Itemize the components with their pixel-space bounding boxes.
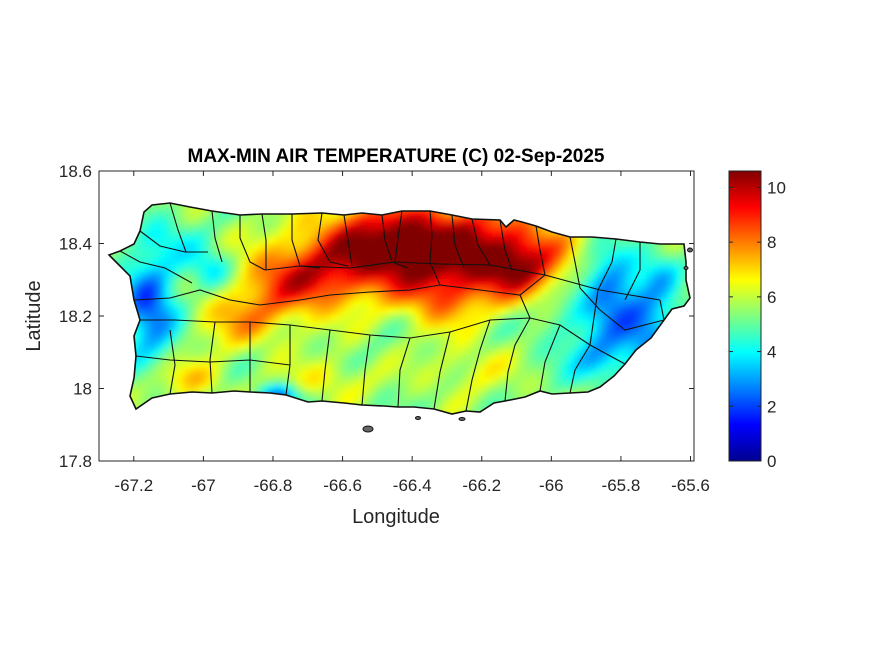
y-tick-label: 18 (73, 380, 92, 399)
municipality-boundary (465, 319, 491, 412)
colorbar-tick-label: 2 (767, 397, 776, 416)
municipality-boundary (381, 214, 409, 269)
municipality-boundary (589, 289, 599, 346)
municipality-boundary (519, 294, 531, 319)
municipality-boundaries (119, 202, 665, 412)
municipality-boundary (624, 242, 641, 301)
x-tick-label: -67.2 (114, 476, 153, 495)
municipality-boundary (499, 219, 513, 271)
municipality-boundary (429, 210, 441, 286)
municipality-boundary (471, 218, 491, 266)
colorbar-tick-label: 6 (767, 288, 776, 307)
x-tick-label: -66.6 (323, 476, 362, 495)
municipality-boundary (535, 225, 546, 276)
municipality-boundary (504, 317, 531, 402)
y-tick-label: 18.6 (59, 162, 92, 181)
municipality-boundary (139, 230, 208, 253)
municipality-boundary (169, 202, 187, 253)
municipality-boundary (433, 331, 451, 410)
temperature-heatmap (109, 203, 690, 414)
municipality-boundary (569, 236, 581, 289)
municipality-boundary (211, 210, 223, 263)
municipality-boundary (539, 324, 561, 392)
municipality-boundary (209, 321, 216, 394)
x-axis-ticks: -67.2 -67 -66.8 -66.6 -66.4 -66.2 -66 -65.8 -65.… (114, 171, 710, 495)
colorbar-tick-label: 4 (767, 343, 776, 362)
colorbar: 0 2 4 6 8 10 (728, 170, 786, 471)
x-axis-label: Longitude (352, 506, 440, 528)
islet (415, 416, 421, 420)
x-tick-label: -66.4 (393, 476, 432, 495)
municipality-boundary (361, 334, 371, 406)
y-tick-label: 18.4 (59, 235, 92, 254)
x-tick-label: -65.8 (602, 476, 641, 495)
y-tick-label: 18.2 (59, 307, 92, 326)
municipality-boundary (321, 329, 331, 402)
municipality-boundary (133, 289, 301, 306)
y-axis-label: Latitude (23, 280, 45, 351)
y-tick-label: 17.8 (59, 452, 92, 471)
municipality-boundary (317, 212, 349, 267)
colorbar-ticks: 0 2 4 6 8 10 (729, 178, 786, 471)
municipality-boundary (239, 215, 266, 271)
municipality-boundary (343, 214, 353, 267)
y-axis-ticks: 17.8 18 18.2 18.4 18.6 (59, 162, 694, 471)
municipality-boundary (394, 210, 403, 263)
municipality-boundary (119, 250, 193, 284)
x-tick-label: -65.6 (671, 476, 710, 495)
chart-title: MAX-MIN AIR TEMPERATURE (C) 02-Sep-2025 (188, 146, 605, 167)
colorbar-tick-label: 10 (767, 178, 786, 197)
municipality-boundary (449, 317, 626, 365)
municipality-boundary (659, 299, 665, 321)
x-tick-label: -66 (539, 476, 564, 495)
municipality-boundary (291, 214, 321, 269)
municipality-boundary (579, 287, 665, 331)
islet (687, 247, 693, 253)
municipality-boundary (597, 238, 617, 291)
municipality-boundary (261, 213, 267, 270)
x-tick-label: -66.8 (254, 476, 293, 495)
x-tick-label: -66.2 (462, 476, 501, 495)
x-tick-label: -67 (191, 476, 216, 495)
municipality-boundary (169, 329, 176, 395)
municipality-boundary (569, 344, 591, 394)
islet (683, 266, 689, 270)
municipality-boundary (397, 337, 411, 408)
colorbar-tick-label: 8 (767, 233, 776, 252)
municipality-boundary (264, 261, 661, 301)
municipality-boundary (285, 325, 291, 396)
municipality-boundary (451, 214, 465, 269)
islet (458, 417, 466, 421)
islet (362, 425, 374, 433)
colorbar-gradient (728, 170, 762, 462)
colorbar-tick-label: 0 (767, 452, 776, 471)
municipality-boundary (299, 274, 546, 301)
offshore-islets (362, 247, 693, 433)
